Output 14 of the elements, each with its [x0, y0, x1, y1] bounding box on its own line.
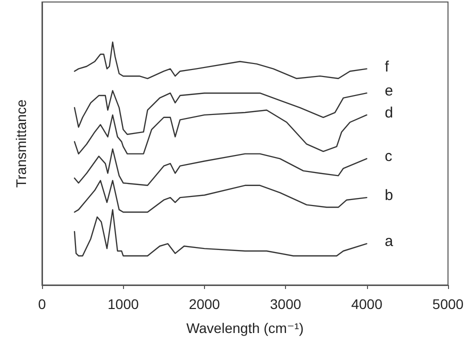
series-label: d [384, 104, 394, 122]
series-label: c [384, 148, 393, 166]
x-tick-label: 4000 [351, 296, 383, 312]
x-tick-label: 3000 [270, 296, 302, 312]
x-tick-label: 5000 [432, 296, 464, 312]
series-label: b [384, 187, 394, 204]
y-axis-title: Transmittance [13, 99, 29, 188]
x-axis-title: Wavelength (cm⁻¹) [186, 320, 304, 336]
series-label: f [384, 58, 390, 76]
x-tick-label: 2000 [188, 296, 220, 312]
x-tick-label: 0 [38, 296, 46, 312]
series-label: e [384, 82, 394, 100]
x-tick-label: 1000 [108, 296, 139, 312]
series-label: a [384, 233, 394, 250]
